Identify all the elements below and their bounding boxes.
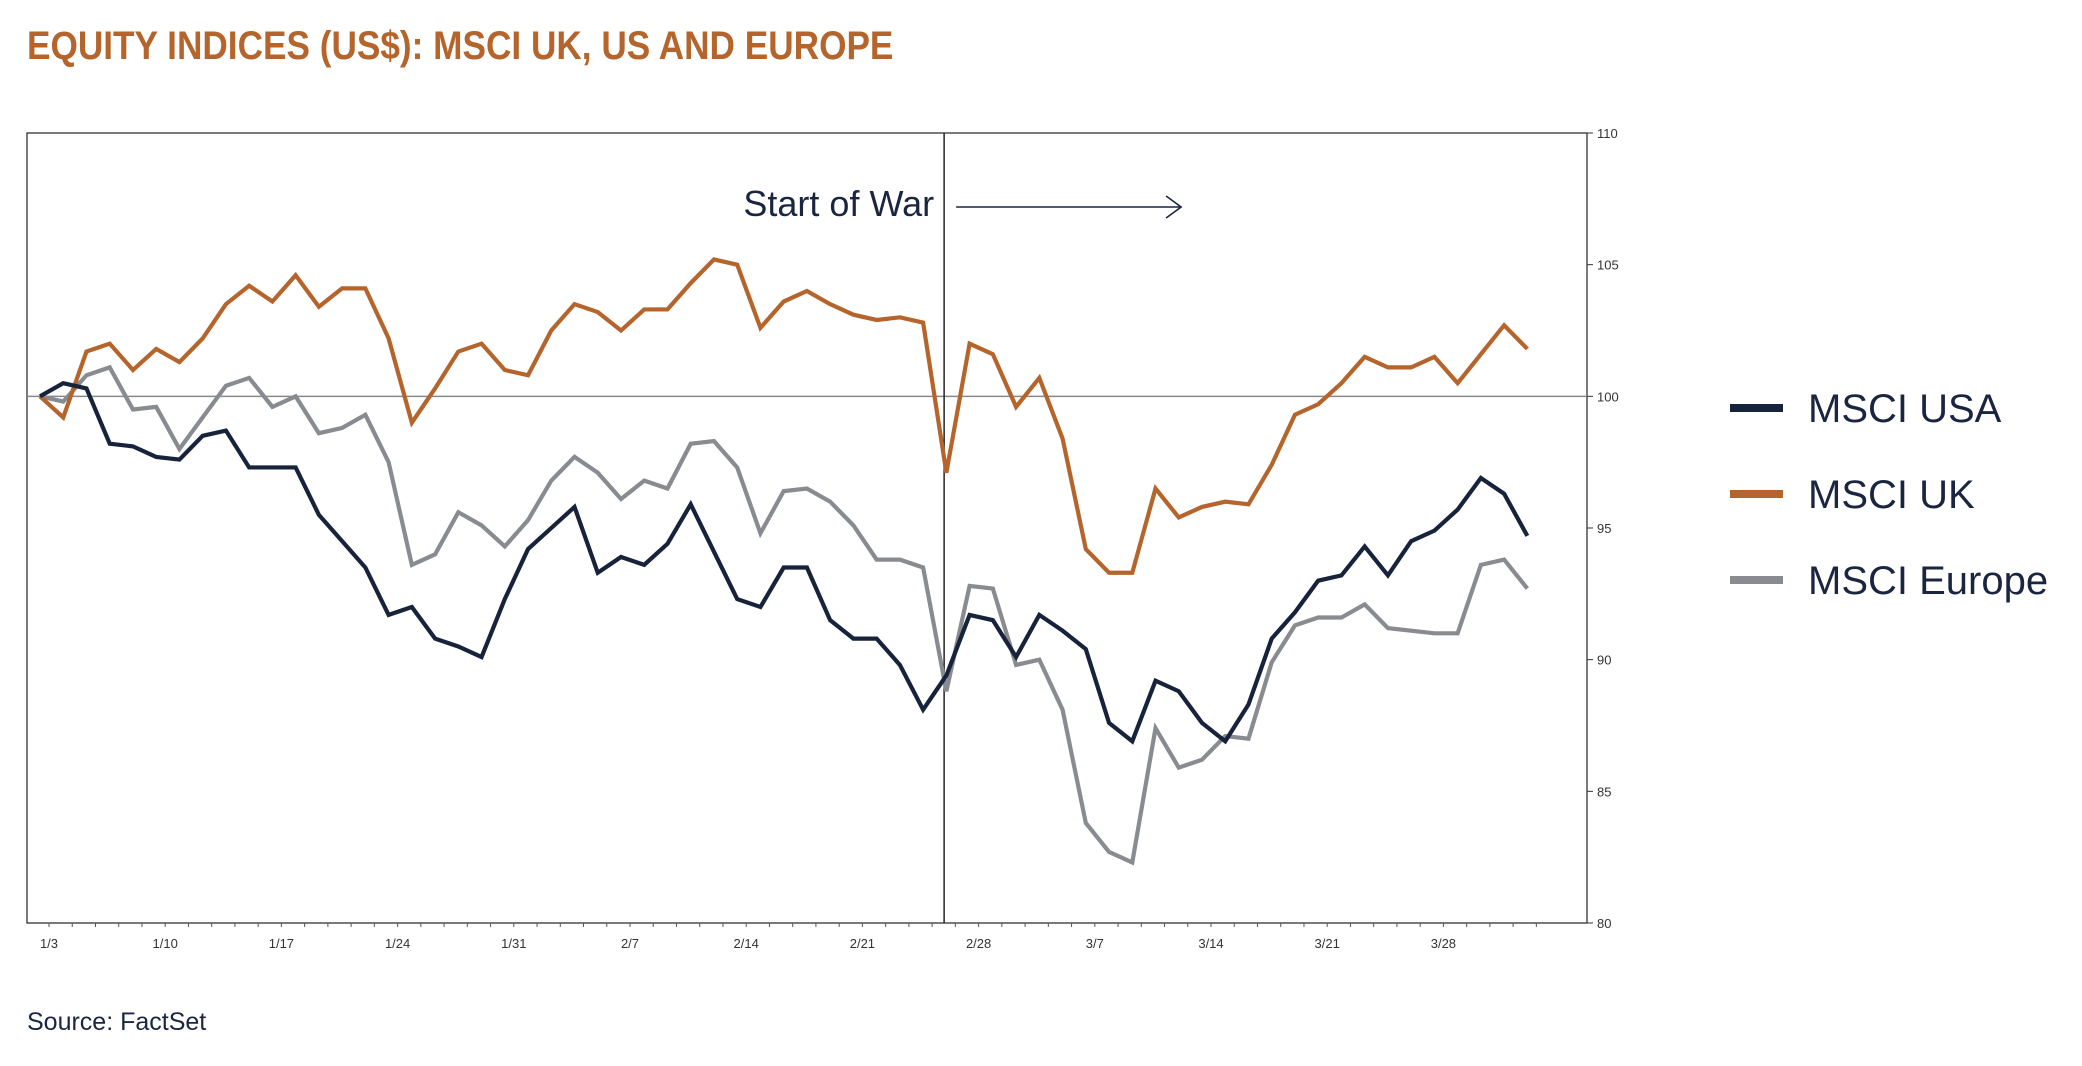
- x-tick-label: 2/14: [734, 936, 759, 951]
- y-tick-label: 110: [1597, 126, 1618, 141]
- y-tick-label: 100: [1597, 389, 1619, 404]
- x-tick-label: 3/28: [1431, 936, 1456, 951]
- x-tick-label: 2/7: [621, 936, 639, 951]
- series-line-msci-europe: [39, 364, 1529, 866]
- x-tick-label: 2/28: [966, 936, 991, 951]
- series-line-msci-uk: [38, 257, 1529, 575]
- x-tick-label: 1/10: [153, 936, 178, 951]
- y-tick-label: 105: [1597, 258, 1619, 273]
- x-tick-label: 2/21: [850, 936, 875, 951]
- y-tick-label: 80: [1597, 916, 1611, 931]
- start-of-war-label: Start of War: [743, 183, 934, 224]
- x-tick-label: 1/3: [40, 936, 58, 951]
- x-tick-label: 1/17: [269, 936, 294, 951]
- chart-title: EQUITY INDICES (US$): MSCI UK, US AND EU…: [27, 24, 894, 68]
- source-note: Source: FactSet: [27, 1008, 207, 1036]
- y-tick-label: 90: [1597, 653, 1611, 668]
- y-tick-label: 85: [1597, 784, 1611, 799]
- x-tick-label: 3/7: [1086, 936, 1104, 951]
- legend-label: MSCI UK: [1808, 473, 1975, 517]
- arrow-head-icon: [1165, 195, 1183, 219]
- x-tick-label: 3/21: [1315, 936, 1340, 951]
- legend-label: MSCI Europe: [1808, 559, 2048, 603]
- y-tick-label: 95: [1597, 521, 1611, 536]
- x-tick-label: 1/31: [501, 936, 526, 951]
- x-tick-label: 1/24: [385, 936, 410, 951]
- plot-frame: [26, 132, 1588, 924]
- series-line-msci-usa: [38, 380, 1530, 745]
- legend-label: MSCI USA: [1808, 387, 2002, 431]
- x-tick-label: 3/14: [1198, 936, 1223, 951]
